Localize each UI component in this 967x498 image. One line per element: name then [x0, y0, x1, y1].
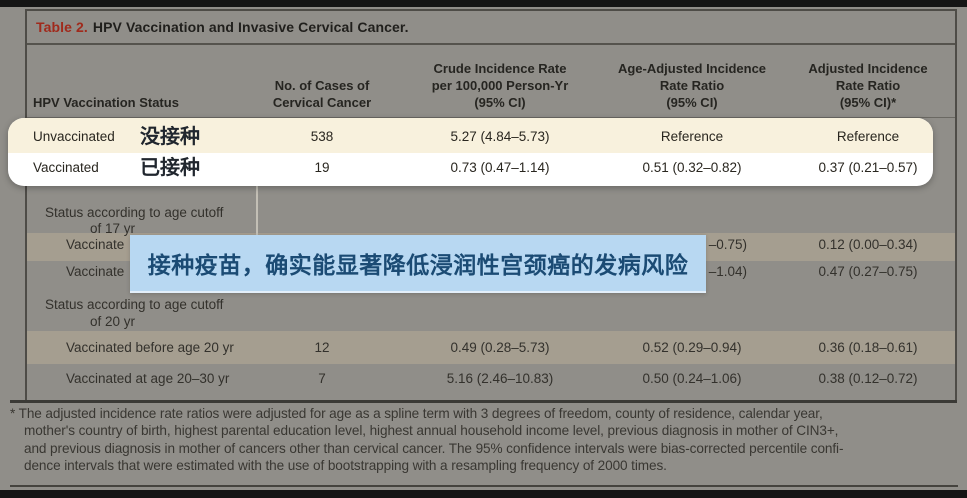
row-vaccinated-label: Vaccinated — [33, 160, 99, 175]
footnote-line1: * The adjusted incidence rate ratios wer… — [10, 406, 823, 421]
table-caption: HPV Vaccination and Invasive Cervical Ca… — [92, 19, 409, 35]
header-crude-line2: per 100,000 Person-Yr — [431, 78, 569, 93]
row-vaccinated-age-adjusted: 0.51 (0.32–0.82) — [642, 160, 742, 175]
shaded-band-vaccinated-before-20 — [27, 331, 955, 364]
header-age-adjusted-line1: Age-Adjusted Incidence — [617, 61, 767, 76]
letterbox-top — [0, 0, 967, 7]
header-adjusted-line2: Rate Ratio — [835, 78, 901, 93]
section-17-line2: of 17 yr — [90, 221, 136, 236]
footnote-line4: dence intervals that were estimated with… — [24, 458, 667, 473]
row-vaccinated-cases: 19 — [314, 160, 330, 175]
row-unvaccinated-cases: 538 — [310, 129, 334, 144]
row-before17-age-adjusted-fragment: –0.75) — [708, 237, 747, 252]
row-unvaccinated-adjusted: Reference — [836, 129, 900, 144]
row-17-30-label-fragment: Vaccinate — [66, 264, 125, 279]
header-crude-line3: (95% CI) — [474, 95, 526, 110]
row-20-30-adjusted: 0.38 (0.12–0.72) — [818, 371, 918, 386]
footnote-line2: mother's country of birth, highest paren… — [24, 423, 839, 438]
row-20-30-age-adjusted: 0.50 (0.24–1.06) — [642, 371, 742, 386]
table-border-left — [25, 9, 27, 403]
header-age-adjusted-line3: (95% CI) — [666, 95, 718, 110]
row-before20-cases: 12 — [314, 340, 330, 355]
letterbox-bottom — [0, 490, 967, 498]
column-divider-artifact — [256, 186, 258, 235]
row-unvaccinated-label: Unvaccinated — [33, 129, 115, 144]
section-17-line1: Status according to age cutoff — [45, 205, 224, 220]
row-before20-crude: 0.49 (0.28–5.73) — [450, 340, 550, 355]
row-17-30-adjusted: 0.47 (0.27–0.75) — [818, 264, 918, 279]
row-before17-adjusted: 0.12 (0.00–0.34) — [818, 237, 918, 252]
row-unvaccinated-age-adjusted: Reference — [660, 129, 724, 144]
row-20-30-label: Vaccinated at age 20–30 yr — [66, 371, 230, 386]
header-vaccination-status: HPV Vaccination Status — [33, 95, 179, 110]
table-title: Table 2. HPV Vaccination and Invasive Cer… — [36, 19, 409, 35]
row-vaccinated-crude: 0.73 (0.47–1.14) — [450, 160, 550, 175]
row-unvaccinated-cn-annotation: 没接种 — [140, 126, 200, 148]
table-number: Table 2. — [36, 19, 88, 35]
row-before20-adjusted: 0.36 (0.18–0.61) — [818, 340, 918, 355]
header-age-adjusted-line2: Rate Ratio — [659, 78, 725, 93]
section-20-line2: of 20 yr — [90, 314, 136, 329]
caption-banner: 接种疫苗，确实能显著降低浸润性宫颈癌的发病风险 — [130, 235, 706, 293]
header-adjusted-line3: (95% CI)* — [839, 95, 897, 110]
row-before17-label-fragment: Vaccinate — [66, 237, 125, 252]
table-border-bottom — [10, 400, 957, 403]
row-vaccinated-cn-annotation: 已接种 — [140, 157, 200, 179]
highlight-cream-row-background — [8, 118, 933, 153]
header-separator-line — [25, 117, 957, 118]
table-border-top — [25, 9, 957, 11]
header-cases-line2: Cervical Cancer — [272, 95, 372, 110]
row-20-30-crude: 5.16 (2.46–10.83) — [446, 371, 554, 386]
page-bottom-rule — [10, 485, 958, 487]
row-unvaccinated-crude: 5.27 (4.84–5.73) — [450, 129, 550, 144]
row-20-30-cases: 7 — [318, 371, 326, 386]
row-before20-age-adjusted: 0.52 (0.29–0.94) — [642, 340, 742, 355]
table-border-right — [955, 9, 957, 403]
header-cases-line1: No. of Cases of — [274, 78, 370, 93]
caption-banner-text: 接种疫苗，确实能显著降低浸润性宫颈癌的发病风险 — [147, 253, 689, 279]
footnote-line3: and previous diagnosis in mother of canc… — [24, 441, 844, 456]
row-vaccinated-adjusted: 0.37 (0.21–0.57) — [818, 160, 918, 175]
header-crude-line1: Crude Incidence Rate — [433, 61, 567, 76]
title-separator-line — [25, 43, 957, 45]
section-20-line1: Status according to age cutoff — [45, 297, 224, 312]
highlight-spotlight-box — [8, 118, 933, 186]
row-17-30-age-adjusted-fragment: –1.04) — [708, 264, 747, 279]
row-before20-label: Vaccinated before age 20 yr — [66, 340, 234, 355]
header-adjusted-line1: Adjusted Incidence — [808, 61, 928, 76]
